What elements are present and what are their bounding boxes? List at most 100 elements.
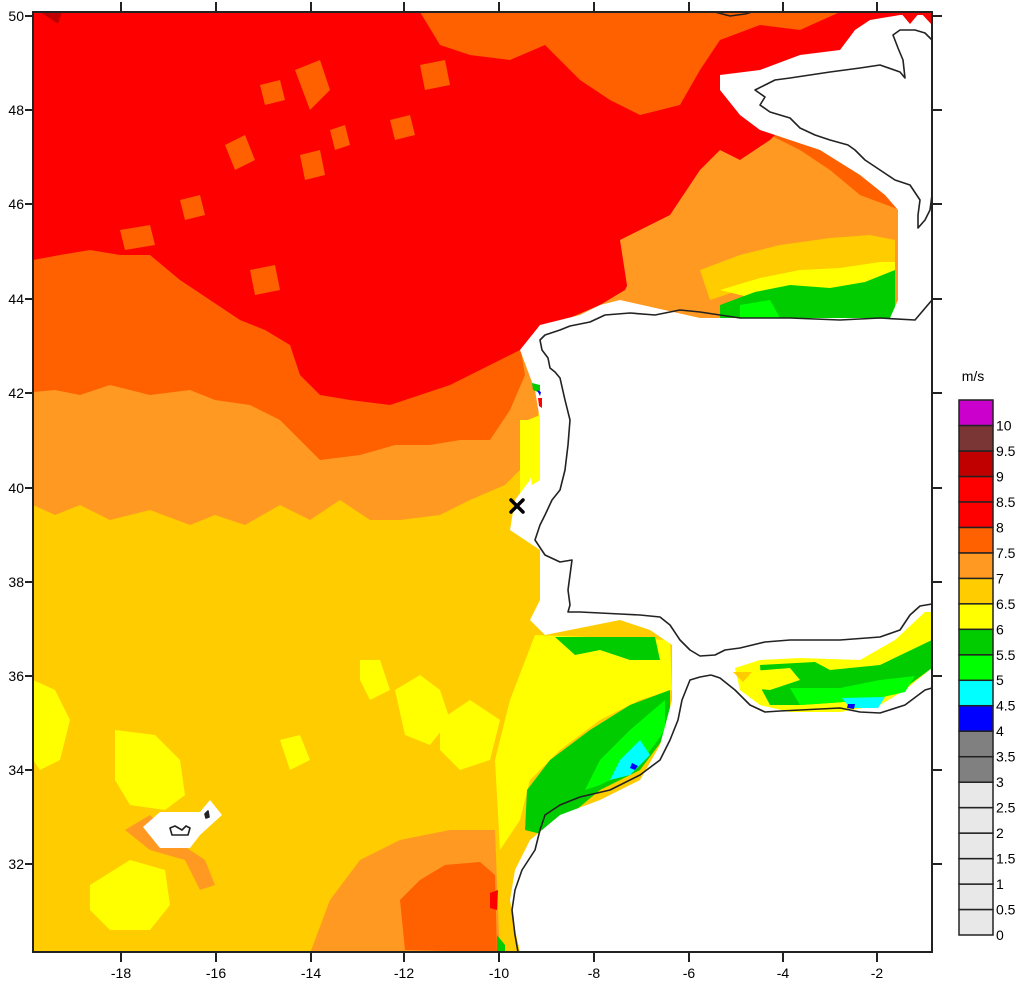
y-tick-label: 42 (8, 385, 24, 401)
field-5-5.5-morocco (585, 700, 665, 790)
alboran-yellow-west (740, 668, 800, 690)
legend-level-label: 5 (996, 672, 1004, 688)
y-tick-label: 48 (8, 102, 24, 118)
plot-frame (32, 11, 933, 953)
legend-swatch (958, 806, 994, 834)
x-axis (120, 2, 878, 962)
coastline-alboran-south (710, 674, 933, 714)
y-tick-label: 38 (8, 574, 24, 590)
field-5.5-6-morocco (525, 690, 670, 835)
legend-level-label: 1.5 (996, 851, 1016, 867)
field-8-8.5-channel (900, 12, 932, 25)
x-tick-label: -4 (777, 965, 790, 981)
legend-level-label: 9 (996, 468, 1004, 484)
iberia-coastal-red (538, 398, 542, 408)
x-tick-label: -6 (683, 965, 696, 981)
coastline-madeira (169, 825, 191, 836)
legend-swatch (958, 883, 994, 911)
legend-swatch (958, 857, 994, 885)
legend-level-label: 7.5 (996, 545, 1016, 561)
y-axis-labels: 32 34 36 38 40 42 44 46 48 50 (8, 8, 24, 872)
legend-level-label: 10 (996, 418, 1012, 434)
x-tick-label: -10 (489, 965, 509, 981)
land-mask (510, 12, 932, 952)
legend-swatch (958, 475, 994, 503)
field-9-9.5 (40, 12, 62, 24)
legend-swatch (958, 450, 994, 478)
x-tick-label: -18 (111, 965, 131, 981)
legend-swatch (958, 501, 994, 529)
legend-boxes (958, 399, 994, 936)
legend-level-label: 8.5 (996, 494, 1016, 510)
legend-level-label: 4.5 (996, 698, 1016, 714)
field-7-7.5-madeira (125, 815, 215, 890)
field-6.5-7-coastal (450, 470, 540, 560)
alboran-lightgreen (790, 676, 915, 705)
legend-labels: 0 0.5 1 1.5 2 2.5 3 3.5 4 4.5 5 5.5 6 6.5 7 7.5 8 8.5 9 9.5… (996, 418, 1016, 944)
field-7.5-8-sw (400, 862, 497, 952)
legend-swatch (958, 781, 994, 809)
africa-coastal-green (497, 935, 505, 952)
legend-swatch (958, 526, 994, 554)
x-tick-label: -16 (206, 965, 226, 981)
y-tick-label: 40 (8, 480, 24, 496)
madeira-mask (143, 800, 222, 848)
legend-level-label: 4 (996, 723, 1004, 739)
iberia-coastal-yellow (528, 415, 540, 485)
legend-swatch (958, 628, 994, 656)
location-marker-x-icon (509, 498, 525, 514)
legend-swatch (958, 704, 994, 732)
x-tick-label: -14 (301, 965, 321, 981)
y-tick-label: 34 (8, 762, 24, 778)
legend-units-label: m/s (962, 368, 985, 384)
legend-swatch (958, 552, 994, 580)
legend-level-label: 3.5 (996, 749, 1016, 765)
legend-swatch (958, 424, 994, 452)
field-6-6.5-cadiz (495, 635, 672, 850)
y-tick-label: 32 (8, 856, 24, 872)
legend-swatch (958, 908, 994, 936)
color-legend: m/s 0 0.5 1 1.5 2 2.5 3 3.5 4 4.5 5 5.5 6 6.5 7 7.5 8 8.5… (958, 368, 1016, 944)
coastline-porto-santo (204, 810, 210, 819)
legend-level-label: 2.5 (996, 800, 1016, 816)
field-6-6.5-patches (33, 420, 540, 930)
legend-swatch (958, 654, 994, 682)
legend-level-label: 0.5 (996, 902, 1016, 918)
legend-swatch (958, 603, 994, 631)
coastline-africa (511, 674, 712, 953)
legend-level-label: 8 (996, 519, 1004, 535)
legend-level-label: 2 (996, 825, 1004, 841)
field-8-8.5 (33, 12, 932, 405)
legend-level-label: 5.5 (996, 647, 1016, 663)
legend-level-label: 1 (996, 876, 1004, 892)
legend-level-label: 7 (996, 570, 1004, 586)
plot-area (33, 12, 932, 952)
field-4-4.5-morocco (630, 763, 638, 770)
field-5.5-6-cadiz (555, 637, 660, 660)
field-5-5.5-biscay (740, 300, 780, 318)
legend-swatch (958, 755, 994, 783)
x-axis-labels: -18 -16 -14 -12 -10 -8 -6 -4 -2 (111, 965, 884, 981)
legend-level-label: 9.5 (996, 443, 1016, 459)
field-7.5-8-patches (120, 60, 450, 295)
x-tick-label: -12 (394, 965, 414, 981)
alboran-orange (733, 672, 752, 682)
alboran-blue (847, 704, 855, 709)
iberia-coastal-blue (537, 390, 541, 396)
y-tick-label: 50 (8, 8, 24, 24)
field-4.5-5-morocco (610, 740, 650, 780)
legend-swatch (958, 832, 994, 860)
y-tick-label: 46 (8, 196, 24, 212)
legend-level-label: 3 (996, 774, 1004, 790)
coastline-iberia (534, 299, 933, 657)
coastlines (169, 11, 933, 953)
legend-level-label: 6.5 (996, 596, 1016, 612)
field-6.5-7-biscay (620, 170, 895, 305)
legend-swatch (958, 577, 994, 605)
legend-swatch (958, 679, 994, 707)
y-axis (25, 15, 942, 865)
x-tick-label: -2 (871, 965, 884, 981)
field-8-8.5-africa (490, 890, 498, 910)
legend-level-label: 0 (996, 927, 1004, 943)
